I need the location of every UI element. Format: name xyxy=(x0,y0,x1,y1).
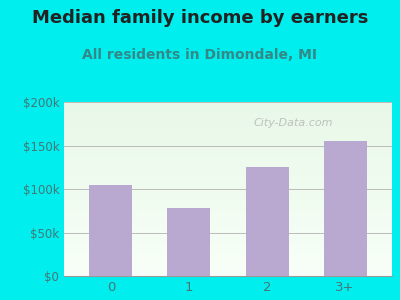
Text: City-Data.com: City-Data.com xyxy=(254,118,333,128)
Text: Median family income by earners: Median family income by earners xyxy=(32,9,368,27)
Text: All residents in Dimondale, MI: All residents in Dimondale, MI xyxy=(82,48,318,62)
Bar xyxy=(324,141,367,276)
Bar xyxy=(89,184,132,276)
Bar xyxy=(246,167,288,276)
Bar xyxy=(168,208,210,276)
